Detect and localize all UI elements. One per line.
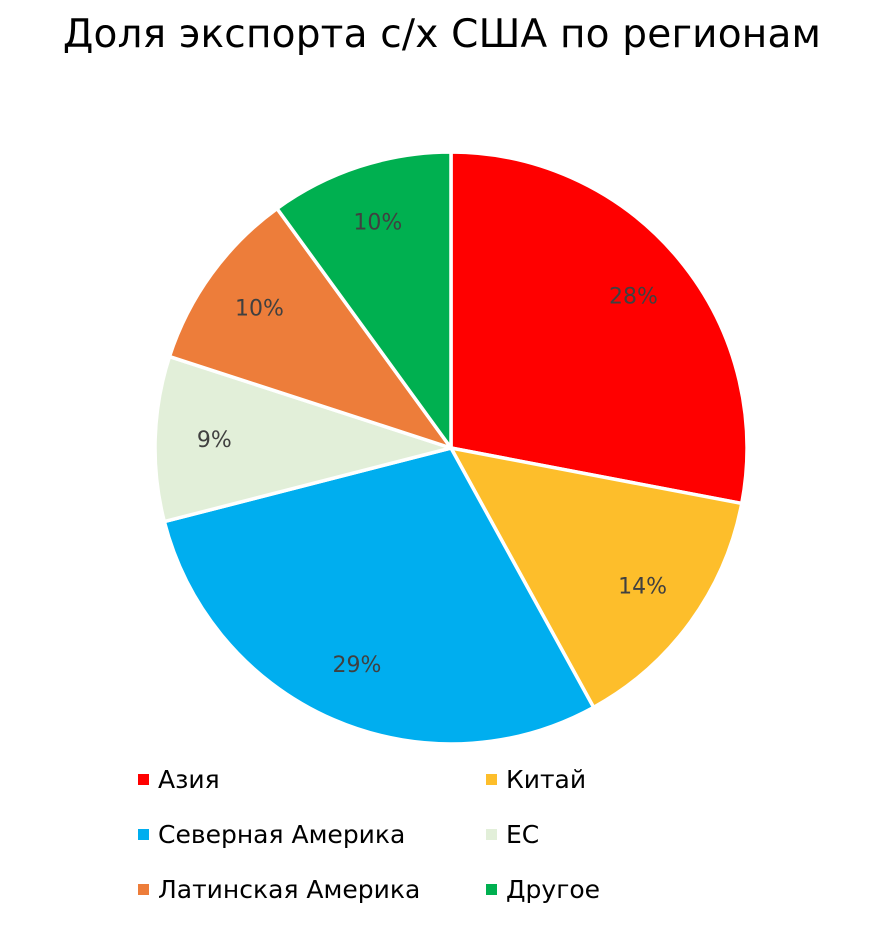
legend-item-4: ЕС [486, 820, 539, 849]
legend-swatch [138, 884, 149, 895]
legend-swatch [138, 829, 149, 840]
slice-data-label-6: 10% [353, 210, 402, 235]
legend-label: Другое [506, 875, 601, 904]
legend-swatch [486, 774, 497, 785]
legend-item-6: Другое [486, 875, 600, 904]
pie-slice-3 [162, 446, 596, 746]
slice-data-label-2: 14% [618, 575, 667, 600]
pie-slice-5 [167, 206, 453, 450]
legend-item-2: Китай [486, 765, 586, 794]
pie-slice-1 [449, 150, 749, 506]
slice-data-label-5: 10% [235, 296, 284, 321]
legend-label: Китай [506, 765, 587, 794]
legend-label: Азия [158, 765, 220, 794]
chart-title: Доля экспорта с/х США по регионам [62, 12, 822, 57]
slice-data-label-1: 28% [609, 285, 658, 310]
legend-label: Северная Америка [158, 820, 406, 849]
legend-swatch [486, 829, 497, 840]
legend-swatch [486, 884, 497, 895]
legend-label: Латинская Америка [158, 875, 421, 904]
legend-item-3: Северная Америка [138, 820, 405, 849]
slice-data-label-3: 29% [333, 653, 382, 678]
pie-slice-6 [275, 150, 453, 450]
pie-slice-4 [153, 354, 453, 524]
legend-item-5: Латинская Америка [138, 875, 420, 904]
legend-swatch [138, 774, 149, 785]
slice-data-label-4: 9% [197, 428, 232, 453]
pie-slice-2 [449, 446, 744, 710]
legend-item-1: Азия [138, 765, 220, 794]
legend-label: ЕС [506, 820, 540, 849]
